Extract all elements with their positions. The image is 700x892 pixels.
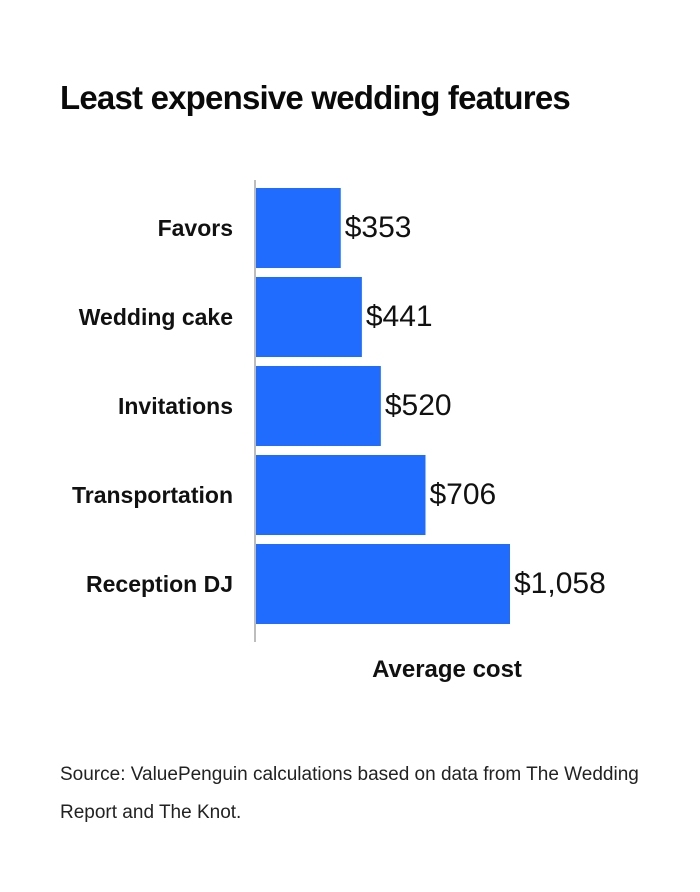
value-label: $1,058: [514, 567, 606, 600]
bars-group: [256, 188, 510, 624]
bar-favors: [256, 188, 341, 268]
chart-title: Least expensive wedding features: [60, 79, 571, 116]
category-label: Favors: [158, 215, 233, 241]
value-labels-group: $353 $441 $520 $706 $1,058: [345, 211, 606, 600]
bar-wedding-cake: [256, 277, 362, 357]
source-note: Source: ValuePenguin calculations based …: [60, 764, 639, 823]
category-labels-group: Favors Wedding cake Invitations Transportat…: [72, 215, 233, 597]
category-label: Transportation: [72, 482, 233, 508]
value-label: $441: [366, 300, 433, 333]
category-label: Invitations: [118, 393, 233, 419]
bar-reception-dj: [256, 544, 510, 624]
x-axis-label: Average cost: [372, 656, 522, 683]
category-label: Reception DJ: [86, 571, 233, 597]
value-label: $353: [345, 211, 412, 244]
category-label: Wedding cake: [79, 304, 233, 330]
bar-invitations: [256, 366, 381, 446]
value-label: $706: [429, 478, 496, 511]
bar-transportation: [256, 455, 426, 535]
value-label: $520: [385, 389, 452, 422]
